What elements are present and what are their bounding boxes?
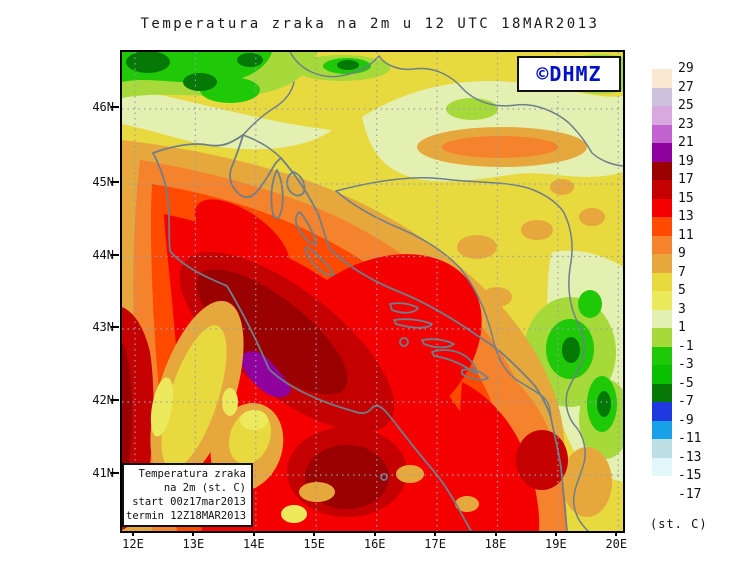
legend-tick-label: 5 [678, 283, 686, 298]
map-svg [122, 52, 623, 531]
lon-tick [252, 531, 255, 536]
legend-swatch [652, 402, 672, 421]
legend-tick-label: 15 [678, 190, 694, 206]
legend-tick-label: 29 [678, 61, 694, 76]
lon-label: 12E [122, 537, 144, 551]
legend-tick-label: 13 [678, 209, 694, 224]
lon-label: 13E [182, 537, 205, 551]
dhmz-logo-box: ©DHMZ [517, 56, 621, 92]
legend-swatch [652, 235, 672, 255]
run-info-box: Temperatura zraka na 2m (st. C) start 00… [122, 463, 253, 527]
legend-tick-label: -5 [678, 375, 694, 391]
legend-tick-label: -9 [678, 412, 694, 428]
legend-swatch [652, 217, 672, 236]
legend-unit-label: (st. C) [650, 516, 708, 531]
legend-swatch [652, 439, 672, 458]
legend-tick-label: 21 [678, 135, 694, 150]
legend-tick-label: 23 [678, 116, 694, 132]
legend-tick-label: 27 [678, 79, 694, 95]
legend-swatch [652, 291, 672, 310]
legend-tick-label: 1 [678, 320, 686, 335]
lon-label: 17E [424, 537, 446, 551]
legend-swatch [652, 420, 672, 440]
lat-tick [111, 253, 119, 256]
legend-tick-label: -11 [678, 431, 702, 446]
legend-swatch [652, 69, 672, 88]
legend-swatch [652, 180, 672, 199]
legend-swatch [652, 383, 672, 403]
lat-label: 46N [92, 100, 114, 114]
legend-tick-label: 7 [678, 264, 686, 280]
country-borders [242, 52, 623, 531]
legend-tick-label: 17 [678, 172, 694, 187]
legend-swatch [652, 476, 672, 495]
lat-label: 41N [92, 466, 114, 480]
legend-swatch [652, 124, 672, 144]
lon-tick [554, 531, 557, 536]
legend-swatch [652, 198, 672, 218]
coastline [152, 134, 568, 531]
legend-tick-label: -3 [678, 357, 694, 372]
info-line-1: Temperatura zraka [138, 468, 246, 480]
lon-tick [313, 531, 316, 536]
lat-tick [111, 106, 119, 108]
lon-tick [494, 531, 497, 536]
dhmz-logo-text: ©DHMZ [536, 62, 602, 86]
temp-hotspot-purple [240, 351, 291, 398]
legend-swatch [652, 457, 672, 477]
legend-tick-label: -15 [678, 468, 702, 483]
legend-swatch [652, 328, 672, 347]
info-line-2: na 2m (st. C) [163, 482, 246, 494]
lon-label: 14E [242, 537, 265, 551]
map-frame [120, 50, 625, 533]
legend-swatch [652, 254, 672, 273]
lon-tick [615, 531, 618, 536]
lon-label: 15E [303, 537, 326, 551]
legend-tick-label: 11 [678, 227, 694, 243]
legend-tick-label: -13 [678, 449, 702, 465]
info-line-3: start 00z17mar2013 [132, 496, 246, 508]
page-title: Temperatura zraka na 2m u 12 UTC 18MAR20… [140, 16, 600, 32]
lat-tick [111, 472, 119, 474]
temp-zone-dark-green [126, 52, 611, 417]
lon-label: 18E [484, 537, 507, 551]
info-line-4: termin 12Z18MAR2013 [126, 510, 247, 522]
legend-tick-label: -1 [678, 338, 694, 354]
legend-swatch [652, 365, 672, 384]
legend-swatch [652, 143, 672, 162]
legend-swatch [652, 272, 672, 292]
lat-tick [111, 399, 119, 401]
lon-label: 16E [363, 537, 386, 551]
lon-tick [373, 531, 376, 536]
legend-tick-label: 9 [678, 246, 686, 261]
legend-tick-label: -17 [678, 486, 702, 502]
lat-label: 44N [92, 247, 114, 262]
lat-label: 45N [92, 175, 114, 189]
legend-tick-label: 3 [678, 301, 686, 317]
lon-label: 19E [545, 537, 567, 551]
lat-tick [111, 181, 119, 183]
legend-tick-label: 25 [678, 98, 694, 113]
legend-swatch [652, 87, 672, 107]
lon-label: 20E [605, 537, 628, 551]
lon-tick [192, 531, 195, 536]
legend-swatch [652, 346, 672, 366]
legend-tick-label: 19 [678, 153, 694, 169]
lon-tick [132, 531, 134, 536]
legend-swatch [652, 309, 672, 329]
legend: (st. C) 29 27 25 23 21 19 17 15 13 11 9 7 5 3 1 -1 -3 -5 -… [650, 61, 738, 544]
legend-swatch [652, 161, 672, 181]
legend-tick-label: -7 [678, 394, 694, 409]
lat-tick [111, 326, 119, 328]
lat-label: 42N [92, 393, 114, 407]
lon-tick [434, 531, 437, 536]
legend-swatch [652, 106, 672, 125]
lat-label: 43N [92, 320, 114, 334]
